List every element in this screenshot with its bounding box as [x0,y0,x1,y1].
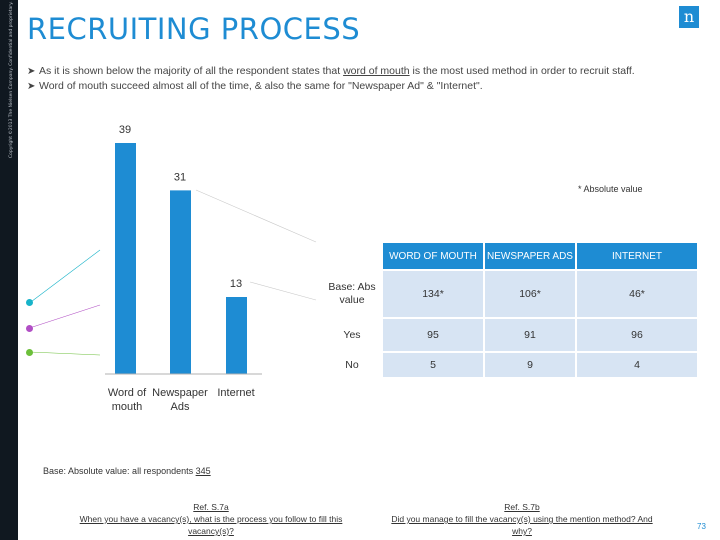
page-number: 73 [697,522,706,531]
connector-lines [29,189,317,356]
connector-line [249,281,317,301]
x-tick-label: Ads [171,401,190,413]
decorative-dot [26,325,33,332]
bar-group: 39 Word of mouth 31 Newspaper Ads 13 Internet [108,124,255,413]
arrow-bullet-icon: ➤ [27,81,36,92]
row-label: Yes [323,319,381,351]
table-cell: 91 [485,319,575,351]
bullet-text: Word of mouth succeed almost all of the … [39,80,483,92]
row-label: Base: Abs value [323,271,381,317]
arrow-bullet-icon: ➤ [27,66,36,77]
base-prefix: Base: Absolute value: all respondents [43,466,196,476]
bullet-list: ➤ As it is shown below the majority of al… [27,64,635,94]
table-cell: 95 [383,319,483,351]
row-label: No [323,353,381,377]
connector-line [29,249,101,304]
bullet-emphasis: word of mouth [343,65,410,77]
x-tick-label: Word of [108,387,147,399]
reference-code: Ref. S.7b [504,502,540,512]
reference-question: When you have a vacancy(s), what is the … [79,514,343,536]
bullet-item-2: ➤ Word of mouth succeed almost all of the… [27,79,635,94]
table-row: No 5 9 4 [323,353,697,377]
bullet-text-after: is the most used method in order to recr… [409,65,635,77]
decorative-dot [26,299,33,306]
reference-left: Ref. S.7a When you have a vacancy(s), wh… [73,501,349,537]
bullet-text-before: As it is shown below the majority of all… [39,65,344,77]
table-cell: 96 [577,319,697,351]
page-title: RECRUITING PROCESS [27,12,361,46]
decorative-dot [26,349,33,356]
column-header: WORD OF MOUTH [383,243,483,269]
table-cell: 5 [383,353,483,377]
x-tick-label: Newspaper [152,387,208,399]
table-cell: 46* [577,271,697,317]
table-header-row: WORD OF MOUTH NEWSPAPER ADS INTERNET [323,243,697,269]
bar-value-label: 13 [230,278,242,290]
x-tick-label: mouth [112,401,143,413]
table-row: Base: Abs value 134* 106* 46* [323,271,697,317]
results-table: WORD OF MOUTH NEWSPAPER ADS INTERNET Bas… [321,241,699,379]
bar [226,297,247,374]
bar-value-label: 39 [119,124,131,136]
x-tick-label: Internet [217,387,254,399]
reference-code: Ref. S.7a [193,502,229,512]
table-corner [323,243,381,269]
reference-question: Did you manage to fill the vacancy(s) us… [391,514,653,536]
table-cell: 9 [485,353,575,377]
bar-value-label: 31 [174,171,186,183]
connector-line [195,189,317,243]
column-header: NEWSPAPER ADS [485,243,575,269]
reference-right: Ref. S.7b Did you manage to fill the vac… [384,501,660,537]
sidebar-strip: Copyright ©2013 The Nielsen Company. Con… [0,0,18,540]
nielsen-logo: n [679,6,699,28]
column-header: INTERNET [577,243,697,269]
absolute-value-note: * Absolute value [578,184,643,194]
base-note: Base: Absolute value: all respondents 34… [43,466,211,476]
bullet-item-1: ➤ As it is shown below the majority of al… [27,64,635,79]
connector-line [29,304,101,329]
connector-line [29,351,101,356]
table-row: Yes 95 91 96 [323,319,697,351]
base-count: 345 [195,466,211,476]
table-cell: 134* [383,271,483,317]
bar [170,190,191,374]
bar [115,143,136,374]
table-cell: 4 [577,353,697,377]
table-cell: 106* [485,271,575,317]
